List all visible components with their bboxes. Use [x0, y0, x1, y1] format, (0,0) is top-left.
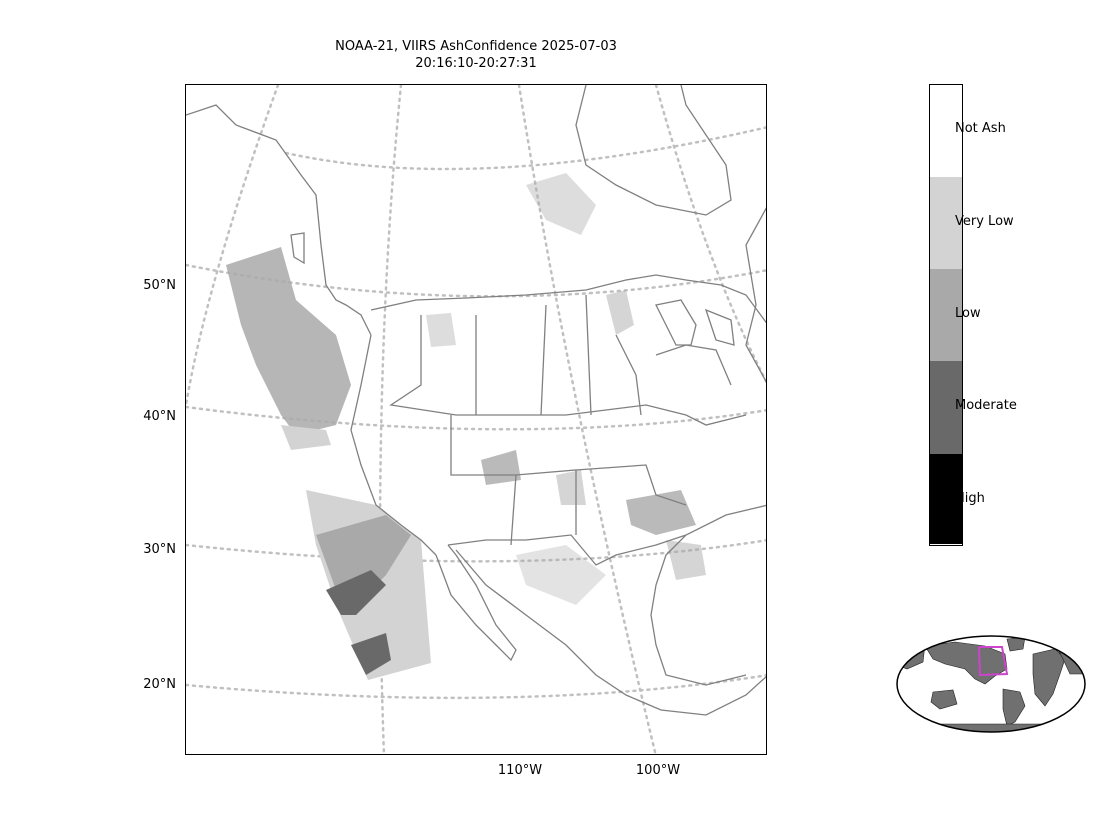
inset-globe-outline [896, 635, 1086, 733]
swath-south-dark [326, 570, 386, 615]
swath-north-light [281, 425, 331, 450]
coast-gulf [650, 504, 766, 686]
coast-pacific-us [350, 334, 437, 556]
inset-asia-west [897, 641, 926, 670]
inset-australia [930, 689, 958, 710]
colorbar-segment-very-low [930, 177, 962, 269]
pixel-cluster-colorado [481, 450, 521, 485]
colorbar-label-moderate: Moderate [955, 398, 1017, 413]
state-lines-3 [475, 294, 732, 416]
vancouver-island [290, 232, 305, 265]
inset-world-map [896, 635, 1086, 733]
lat-label-30: 30°N [143, 542, 176, 557]
graticule [186, 85, 766, 754]
lat-label-20: 20°N [143, 677, 176, 692]
colorbar-segment-moderate [930, 361, 962, 454]
us-mexico-border [447, 534, 687, 566]
colorbar-label-not-ash: Not Ash [955, 121, 1006, 136]
coast-atlantic [745, 207, 766, 383]
inset-europe-africa [1032, 648, 1066, 707]
swath-north-mid [226, 247, 351, 435]
colorbar-segment-low [930, 269, 962, 361]
coast-alaska-bc [186, 104, 372, 336]
graticule-lat-20 [186, 674, 766, 700]
coast-mexico-pacific [455, 549, 766, 716]
colorbar-label-low: Low [955, 306, 981, 321]
ash-pixels [426, 173, 706, 605]
state-lines-2 [450, 415, 687, 546]
colorbar [929, 84, 963, 546]
inset-south-america [1002, 688, 1026, 727]
canada-us-border [370, 274, 766, 324]
map-title-line2: 20:16:10-20:27:31 [415, 56, 537, 71]
pixel-cluster-gulf [666, 540, 706, 580]
colorbar-segment-high [930, 454, 962, 544]
pixel-cluster-canada-2 [606, 290, 634, 335]
coast-hudson [575, 85, 732, 216]
lat-label-50: 50°N [143, 278, 176, 293]
pixel-cluster-mexico [516, 545, 606, 605]
pixel-cluster-texas [626, 490, 696, 535]
map-panel [185, 84, 767, 755]
graticule-lon-120 [186, 85, 280, 407]
lat-label-40: 40°N [143, 409, 176, 424]
pixel-cluster-canada-1 [526, 173, 596, 235]
colorbar-label-high: High [955, 491, 985, 506]
pixel-cluster-newmexico [556, 470, 586, 505]
colorbar-segment-not-ash [930, 85, 962, 177]
graticule-lon-110 [517, 85, 657, 754]
map-title: NOAA-21, VIIRS AshConfidence 2025-07-03 … [276, 38, 676, 72]
inset-north-america [924, 641, 1008, 685]
pixel-cluster-idaho [426, 313, 456, 347]
swath-south-dark-2 [351, 633, 391, 675]
map-title-line1: NOAA-21, VIIRS AshConfidence 2025-07-03 [335, 39, 617, 54]
inset-region-highlight [977, 646, 1009, 677]
graticule-lat-30 [186, 539, 766, 563]
lon-label-100: 100°W [635, 763, 681, 778]
coastlines [186, 85, 766, 716]
ash-swath [226, 247, 431, 680]
great-lakes [655, 299, 735, 346]
colorbar-label-very-low: Very Low [955, 214, 1014, 229]
lon-label-110: 110°W [497, 763, 543, 778]
state-lines-1 [389, 315, 747, 426]
map-canvas [186, 85, 766, 754]
swath-south-mid [316, 515, 411, 605]
coast-baja [435, 544, 517, 662]
graticule-lat-60 [284, 126, 766, 171]
